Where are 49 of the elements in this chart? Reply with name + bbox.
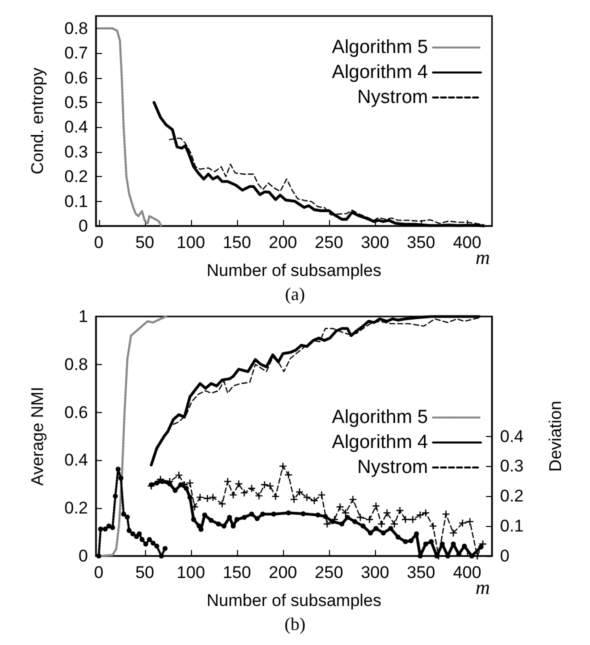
x-tick-label: 150 — [222, 233, 252, 252]
legend-label: Nystrom — [357, 87, 428, 108]
x-tick-label: 0 — [94, 233, 104, 252]
y2-tick-label: 0.1 — [500, 516, 524, 536]
y-axis-title: Cond. entropy — [28, 67, 47, 174]
y-tick-label: 0.2 — [64, 498, 88, 518]
x-tick-label: 150 — [222, 563, 252, 582]
x-tick-label: 50 — [135, 233, 154, 252]
x-tick-label: 300 — [360, 563, 390, 582]
legend-label: Algorithm 4 — [332, 62, 428, 83]
x-axis-title: Number of subsamples — [206, 261, 382, 280]
y-tick-label: 0 — [78, 216, 88, 236]
y2-tick-label: 0.4 — [500, 426, 524, 446]
text: (a) — [285, 284, 305, 304]
x-axis-title: Number of subsamples — [206, 591, 382, 610]
y-tick-label: 0.4 — [64, 450, 88, 470]
x-tick-label: 250 — [314, 563, 344, 582]
y-tick-label: 0.8 — [64, 18, 88, 38]
legend-label: Nystrom — [357, 457, 428, 478]
y-tick-label: 0.1 — [64, 192, 88, 211]
y-tick-label: 0.8 — [64, 354, 88, 374]
x-tick-label: 200 — [268, 233, 298, 252]
y-tick-label: 0.5 — [64, 92, 88, 112]
x-tick-label: 200 — [268, 563, 298, 582]
y2-tick-label: 0 — [500, 546, 510, 566]
y2-tick-label: 0.2 — [500, 486, 524, 506]
x-tick-label: 0 — [94, 563, 104, 582]
x-tick-label: 250 — [314, 233, 344, 252]
y-tick-label: 0.2 — [64, 167, 88, 186]
x-tick-label: 350 — [406, 233, 436, 252]
y2-tick-label: 0.3 — [500, 456, 524, 476]
y-tick-label: 0.6 — [64, 402, 88, 422]
x-tick-label: 100 — [176, 233, 206, 252]
legend-label: Algorithm 4 — [332, 432, 428, 453]
legend-label: Algorithm 5 — [332, 407, 428, 428]
y-tick-label: 1 — [78, 307, 88, 326]
y-axis-title: Average NMI — [28, 386, 47, 486]
x-tick-label: 100 — [176, 563, 206, 582]
y-tick-label: 0.3 — [64, 142, 88, 162]
y2-axis-title: Deviation — [546, 400, 565, 472]
x-tick-label: 350 — [406, 563, 436, 582]
y-tick-label: 0.6 — [64, 68, 88, 88]
text: (b) — [284, 614, 306, 634]
y-tick-label: 0 — [78, 546, 88, 566]
y-tick-label: 0.7 — [64, 44, 88, 63]
y-tick-label: 0.4 — [64, 118, 88, 137]
legend-label: Algorithm 5 — [332, 37, 428, 58]
x-tick-label: 50 — [135, 563, 154, 582]
x-tick-label: 300 — [360, 233, 390, 252]
